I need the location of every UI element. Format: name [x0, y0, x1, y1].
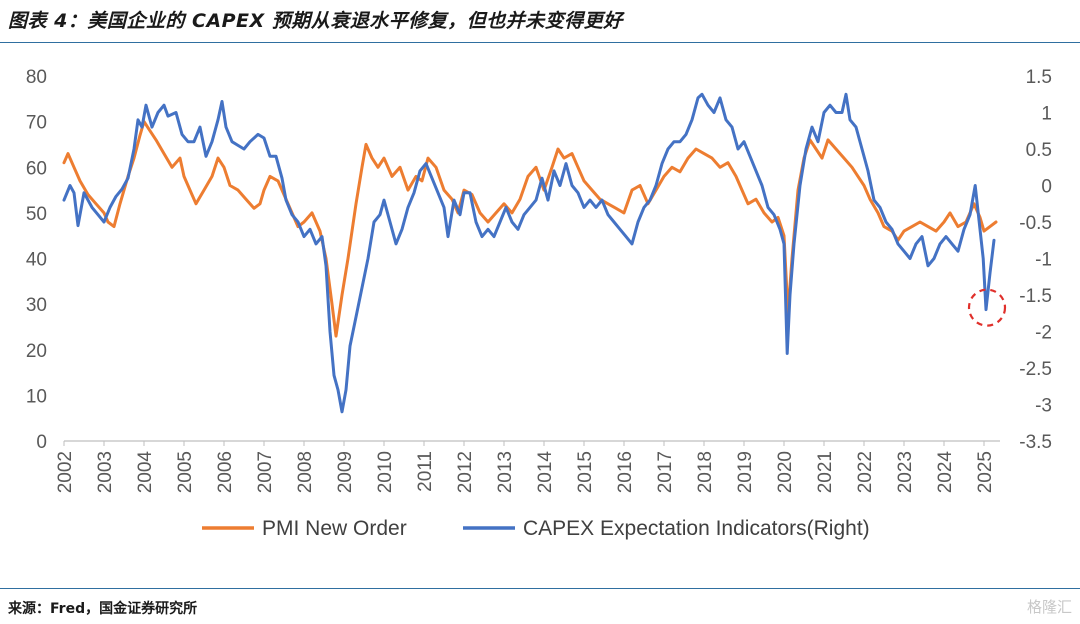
legend-label: CAPEX Expectation Indicators(Right): [523, 517, 870, 540]
y-right-tick-label: -2: [1035, 323, 1052, 344]
top-rule: [0, 42, 1080, 43]
y-left-tick-label: 80: [26, 67, 47, 88]
x-tick-label: 2013: [495, 451, 516, 493]
y-right-tick-label: 1: [1041, 104, 1052, 125]
legend-label: PMI New Order: [262, 517, 407, 540]
x-tick-label: 2006: [215, 451, 236, 493]
y-left-tick-label: 10: [26, 386, 47, 407]
chart-title: 图表 4：美国企业的 CAPEX 预期从衰退水平修复，但也并未变得更好: [8, 10, 623, 32]
x-tick-label: 2003: [95, 451, 116, 493]
x-tick-label: 2009: [335, 451, 356, 493]
x-tick-label: 2025: [975, 451, 996, 493]
x-tick-label: 2023: [895, 451, 916, 493]
x-tick-label: 2004: [135, 451, 156, 494]
y-right-tick-label: -3.5: [1019, 432, 1052, 453]
chart-lines: [62, 92, 1007, 414]
x-tick-label: 2019: [735, 451, 756, 493]
x-tick-label: 2014: [535, 451, 556, 494]
y-left-tick-label: 30: [26, 295, 47, 316]
x-tick-label: 2016: [615, 451, 636, 493]
series-line-pmi-new-order: [62, 120, 998, 338]
y-left-tick-label: 20: [26, 341, 47, 362]
x-tick-label: 2008: [295, 451, 316, 493]
x-tick-label: 2007: [255, 451, 276, 493]
x-tick-label: 2017: [655, 451, 676, 493]
x-tick-label: 2005: [175, 451, 196, 493]
x-tick-label: 2011: [415, 451, 436, 492]
x-tick-label: 2002: [55, 451, 76, 493]
chart-legend: PMI New Order CAPEX Expectation Indicator…: [202, 517, 870, 540]
x-tick-label: 2015: [575, 451, 596, 493]
annotation-circle: [967, 288, 1007, 327]
x-tick-label: 2021: [815, 451, 836, 493]
y-right-tick-label: -0.5: [1019, 213, 1052, 234]
y-left-tick-label: 50: [26, 204, 47, 225]
y-left-tick-label: 0: [36, 432, 47, 453]
y-left-tick-label: 70: [26, 113, 47, 134]
y-left-tick-label: 60: [26, 158, 47, 179]
y-right-tick-label: -3: [1035, 396, 1052, 417]
x-tick-label: 2018: [695, 451, 716, 493]
bottom-rule: [0, 588, 1080, 589]
x-tick-label: 2024: [935, 451, 956, 494]
x-tick-label: 2010: [375, 451, 396, 493]
y-right-tick-label: 1.5: [1026, 67, 1052, 88]
source-note: 来源：Fred，国金证券研究所: [8, 601, 198, 617]
y-left-tick-label: 40: [26, 250, 47, 271]
y-right-tick-label: -2.5: [1019, 359, 1052, 380]
series-line-capex-expectation: [62, 92, 996, 414]
x-tick-label: 2012: [455, 451, 476, 493]
watermark-logo: 格隆汇: [1026, 598, 1072, 616]
chart-axes: 01020304050607080-3.5-3-2.5-2-1.5-1-0.50…: [26, 67, 1052, 493]
x-tick-label: 2020: [775, 451, 796, 493]
chart-svg: 01020304050607080-3.5-3-2.5-2-1.5-1-0.50…: [26, 67, 1052, 540]
y-right-tick-label: -1: [1035, 250, 1052, 271]
y-right-tick-label: -1.5: [1019, 286, 1052, 307]
y-right-tick-label: 0: [1041, 177, 1052, 198]
y-right-tick-label: 0.5: [1026, 140, 1052, 161]
x-tick-label: 2022: [855, 451, 876, 493]
